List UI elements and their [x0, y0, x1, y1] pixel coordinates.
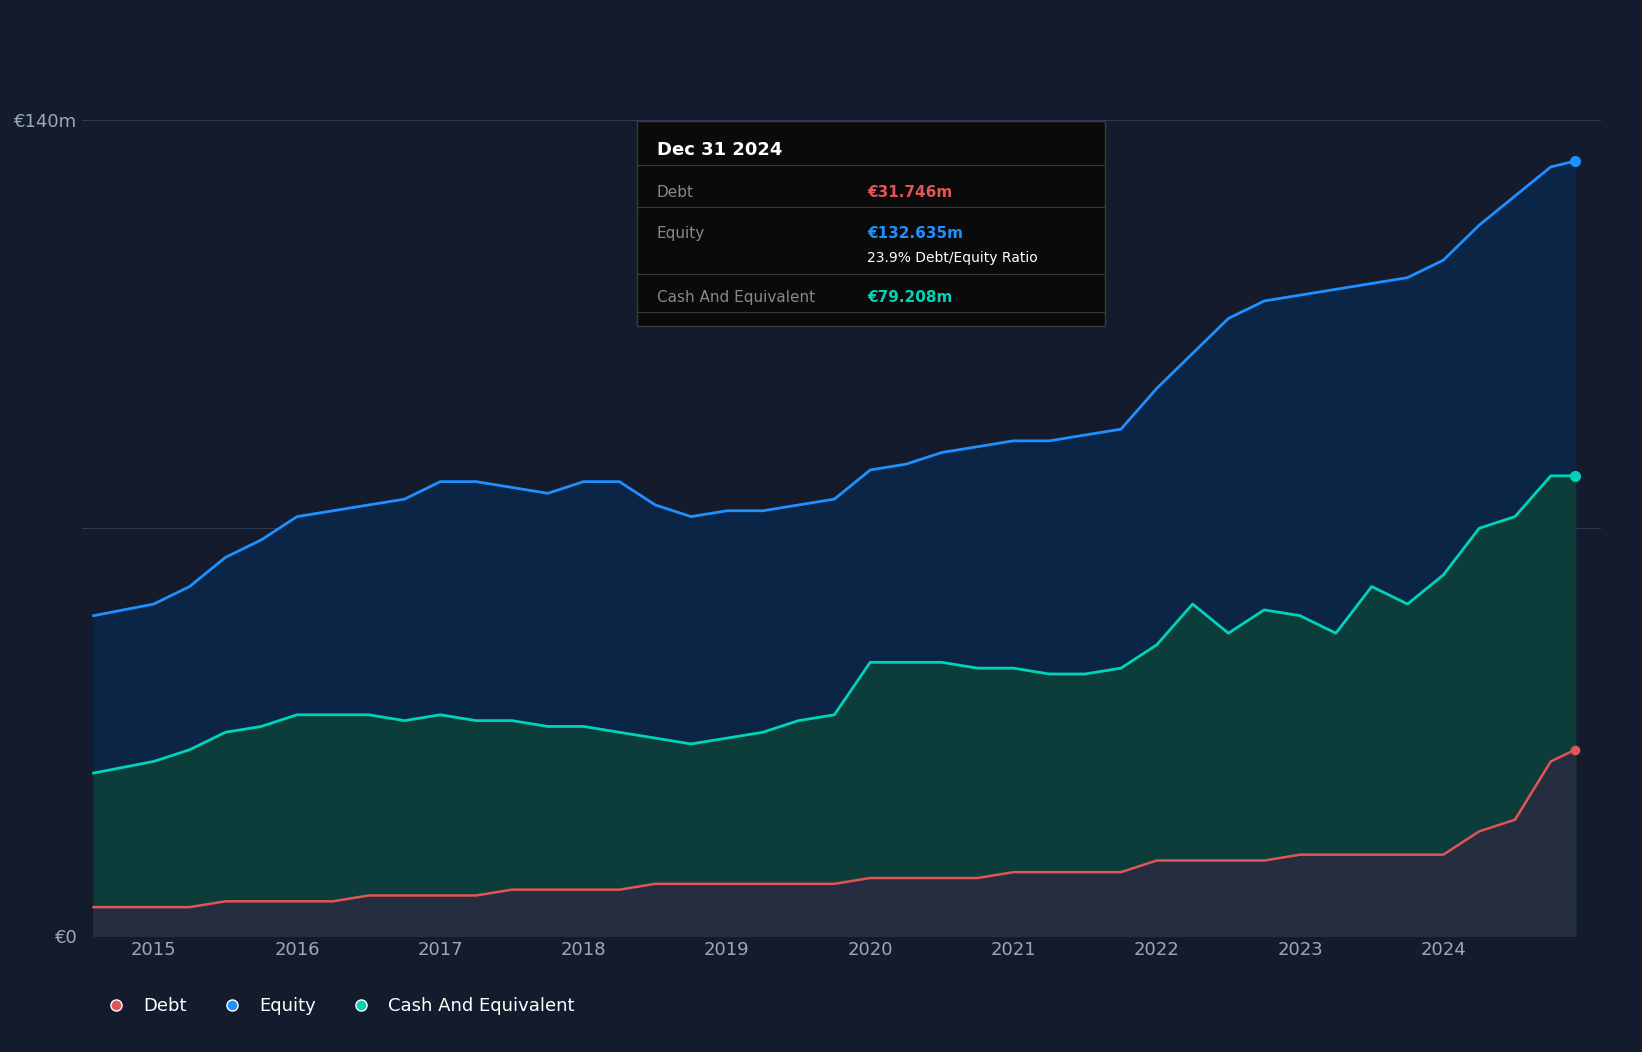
Text: Dec 31 2024: Dec 31 2024 — [657, 141, 782, 160]
Text: €132.635m: €132.635m — [867, 226, 962, 241]
Legend: Debt, Equity, Cash And Equivalent: Debt, Equity, Cash And Equivalent — [90, 990, 581, 1023]
Text: Debt: Debt — [657, 185, 695, 200]
Text: Cash And Equivalent: Cash And Equivalent — [657, 290, 814, 305]
Text: Equity: Equity — [657, 226, 704, 241]
Text: 23.9% Debt/Equity Ratio: 23.9% Debt/Equity Ratio — [867, 250, 1038, 265]
Text: €79.208m: €79.208m — [867, 290, 952, 305]
Text: €31.746m: €31.746m — [867, 185, 952, 200]
